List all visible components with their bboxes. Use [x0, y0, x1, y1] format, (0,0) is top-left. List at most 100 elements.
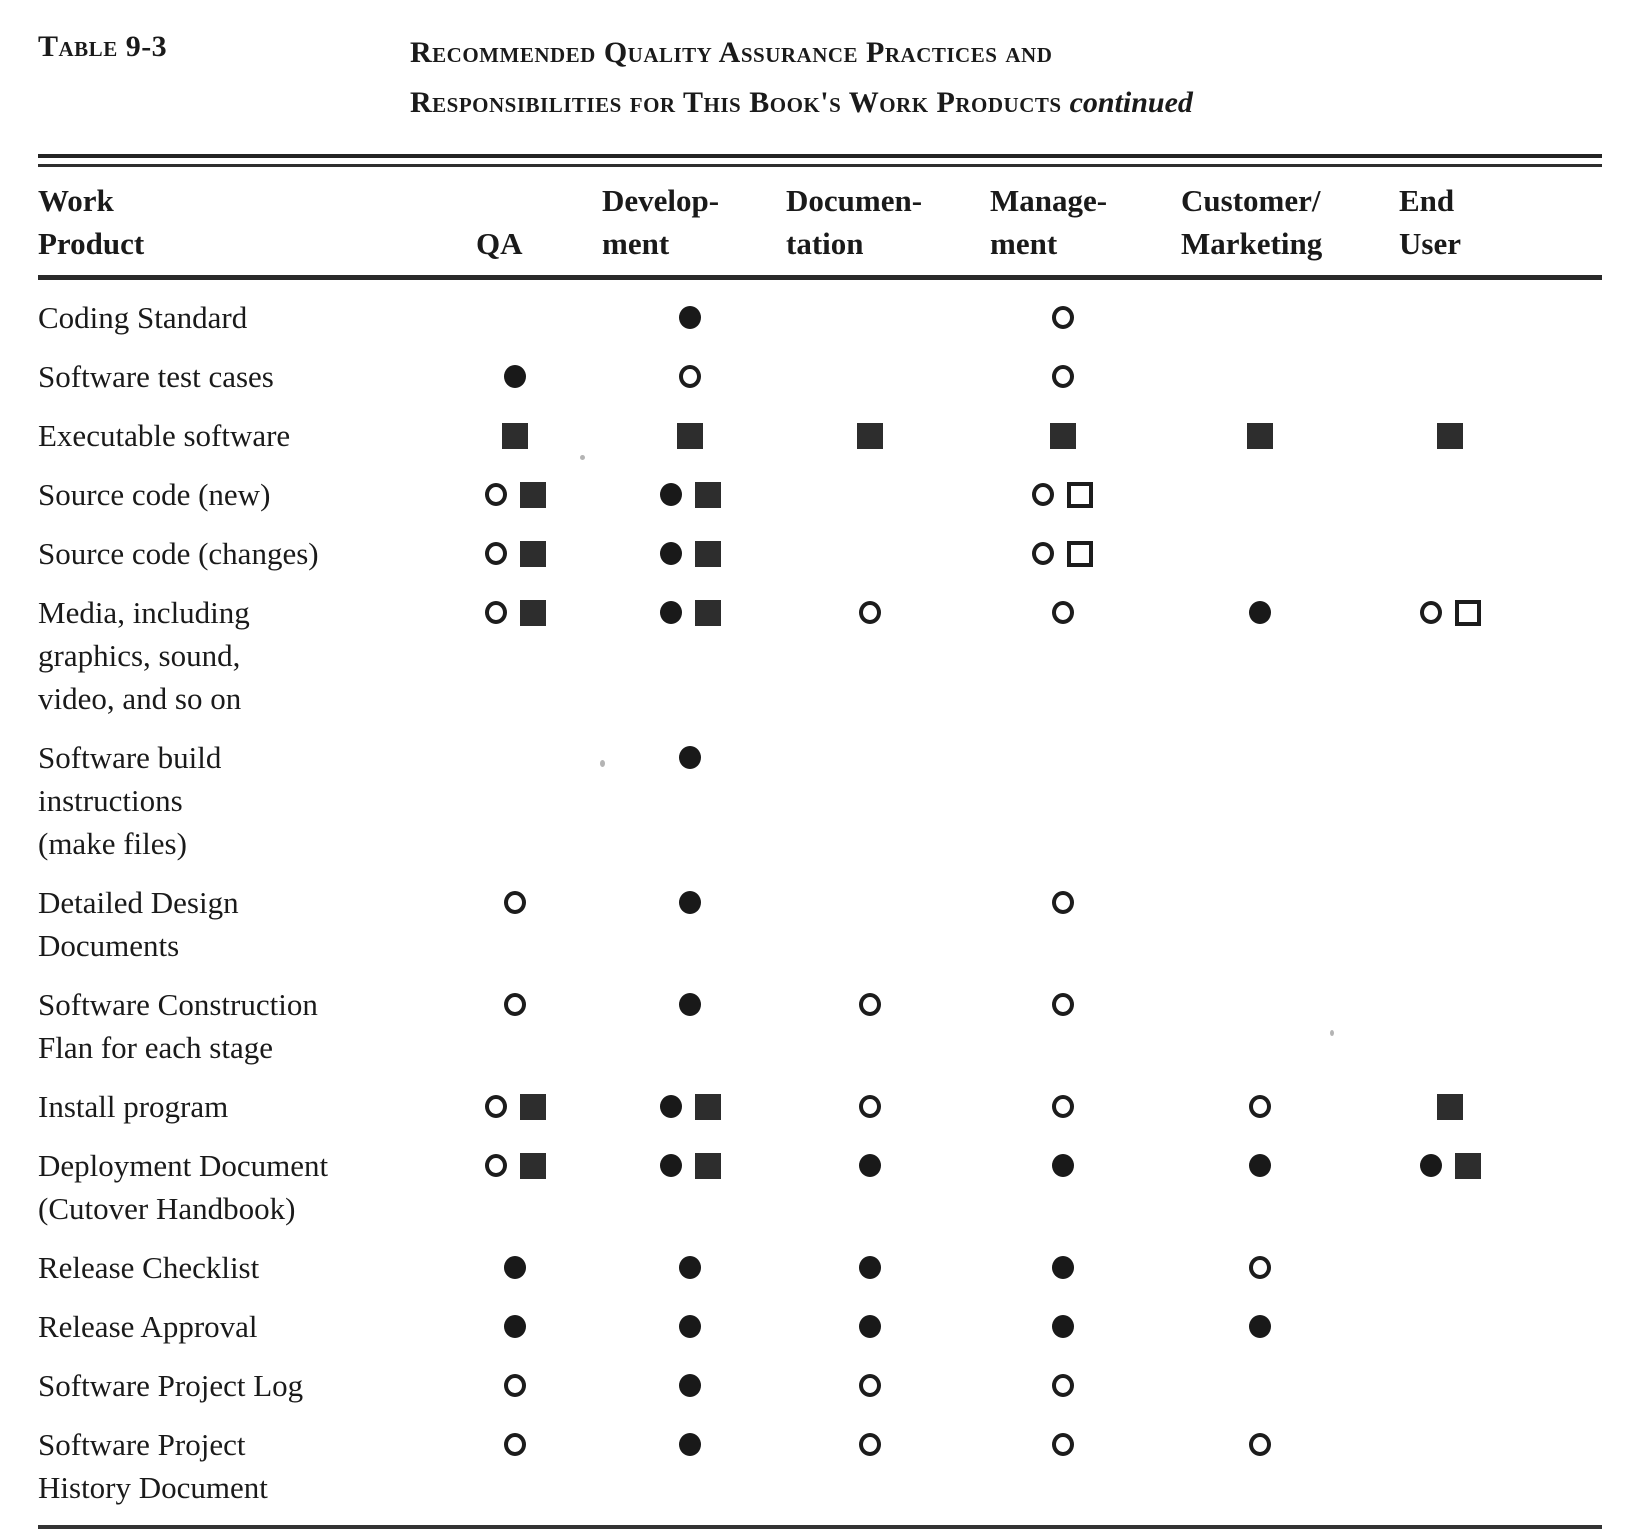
- symbol-cell-development: [600, 532, 780, 575]
- col-header-customer-marketing: Customer/ Marketing: [1181, 183, 1323, 261]
- open-circle-icon: [504, 891, 526, 914]
- symbol-cell-management: [960, 532, 1165, 575]
- open-circle-icon: [1032, 542, 1054, 565]
- symbol-cell-development: [600, 1305, 780, 1348]
- symbol-cell-qa: [430, 1246, 600, 1289]
- filled-square-icon: [694, 599, 721, 626]
- table-row: Coding Standard: [38, 296, 1602, 339]
- work-product-cell: Software Project Log: [38, 1364, 430, 1407]
- col-header-management: Manage- ment: [990, 183, 1108, 261]
- table-number-label: Table 9-3: [38, 30, 168, 63]
- work-product-line: Release Approval: [38, 1309, 258, 1344]
- work-product-cell: Software test cases: [38, 355, 430, 398]
- symbol-cell-qa: [430, 1305, 600, 1348]
- table-row: Software Project Log: [38, 1364, 1602, 1407]
- filled-circle-icon: [659, 483, 682, 506]
- symbol-cell-customer_marketing: [1165, 532, 1355, 575]
- work-product-line: instructions: [38, 783, 183, 818]
- symbol-cell-documentation: [780, 532, 960, 575]
- filled-circle-icon: [504, 1256, 526, 1279]
- symbol-cell-management: [960, 881, 1165, 924]
- symbol-cell-documentation: [780, 296, 960, 339]
- table-row: Deployment Document (Cutover Handbook): [38, 1144, 1602, 1230]
- filled-square-icon: [694, 481, 721, 508]
- open-circle-icon: [859, 1095, 881, 1118]
- symbol-cell-development: [600, 355, 780, 398]
- filled-square-icon: [1049, 422, 1076, 449]
- symbol-cell-development: [600, 1364, 780, 1407]
- symbol-cell-management: [960, 591, 1165, 634]
- symbol-cell-management: [960, 736, 1165, 779]
- symbol-cell-documentation: [780, 1144, 960, 1187]
- work-product-line: Software test cases: [38, 359, 274, 394]
- table-row: Release Approval: [38, 1305, 1602, 1348]
- symbol-cell-management: [960, 473, 1165, 516]
- symbol-cell-qa: [430, 1364, 600, 1407]
- filled-circle-icon: [1051, 1315, 1074, 1338]
- symbol-cell-documentation: [780, 1364, 960, 1407]
- symbol-cell-end_user: [1355, 1085, 1545, 1128]
- symbol-cell-qa: [430, 1423, 600, 1466]
- work-product-line: Release Checklist: [38, 1250, 260, 1285]
- table-row: Software Construction Flan for each stage: [38, 983, 1602, 1069]
- symbol-cell-qa: [430, 532, 600, 575]
- col-header-development: Develop- ment: [602, 183, 720, 261]
- filled-square-icon: [519, 481, 546, 508]
- filled-square-icon: [677, 422, 703, 449]
- symbol-cell-development: [600, 414, 780, 457]
- symbol-cell-development: [600, 296, 780, 339]
- symbol-cell-qa: [430, 736, 600, 779]
- filled-circle-icon: [1419, 1154, 1442, 1177]
- filled-square-icon: [1437, 422, 1463, 449]
- work-product-line: Detailed Design: [38, 885, 239, 920]
- symbol-cell-qa: [430, 1085, 600, 1128]
- symbol-cell-end_user: [1355, 532, 1545, 575]
- open-circle-icon: [1051, 601, 1074, 624]
- table-row: Media, including graphics, sound, video, a…: [38, 591, 1602, 720]
- symbol-cell-development: [600, 1085, 780, 1128]
- header-rule: [38, 275, 1602, 280]
- work-product-cell: Source code (new): [38, 473, 430, 516]
- symbol-cell-development: [600, 1144, 780, 1187]
- work-product-line: Software build: [38, 740, 222, 775]
- table-row: Software test cases: [38, 355, 1602, 398]
- symbol-cell-management: [960, 1085, 1165, 1128]
- symbol-cell-management: [960, 414, 1165, 457]
- symbol-cell-management: [960, 1423, 1165, 1466]
- open-circle-icon: [1051, 1095, 1074, 1118]
- symbol-cell-customer_marketing: [1165, 983, 1355, 1026]
- symbol-cell-qa: [430, 881, 600, 924]
- symbol-cell-end_user: [1355, 355, 1545, 398]
- symbol-cell-end_user: [1355, 1364, 1545, 1407]
- table-title-line2: Responsibilities for This Book's Work Pr…: [410, 86, 1193, 119]
- work-product-cell: Software Project History Document: [38, 1423, 430, 1509]
- open-circle-icon: [484, 1095, 507, 1118]
- filled-square-icon: [694, 540, 721, 567]
- symbol-cell-development: [600, 881, 780, 924]
- symbol-cell-customer_marketing: [1165, 355, 1355, 398]
- open-square-icon: [1067, 481, 1093, 508]
- table-row: Software build instructions (make files): [38, 736, 1602, 865]
- filled-circle-icon: [859, 1154, 881, 1177]
- filled-square-icon: [857, 422, 883, 449]
- filled-circle-icon: [679, 1433, 701, 1456]
- open-circle-icon: [484, 1154, 507, 1177]
- symbol-cell-end_user: [1355, 881, 1545, 924]
- work-product-cell: Release Approval: [38, 1305, 430, 1348]
- symbol-cell-development: [600, 473, 780, 516]
- open-circle-icon: [1051, 891, 1074, 914]
- filled-square-icon: [519, 1093, 546, 1120]
- scan-speck: [1330, 1030, 1334, 1036]
- filled-circle-icon: [679, 746, 701, 769]
- work-product-line: Software Construction: [38, 987, 318, 1022]
- filled-circle-icon: [659, 1154, 682, 1177]
- work-product-line: Software Project: [38, 1427, 246, 1462]
- filled-square-icon: [519, 1152, 546, 1179]
- work-product-line: video, and so on: [38, 681, 242, 716]
- symbol-cell-customer_marketing: [1165, 1085, 1355, 1128]
- col-header-end-user: End User: [1399, 183, 1461, 261]
- work-product-line: Source code (new): [38, 477, 271, 512]
- table-row: Release Checklist: [38, 1246, 1602, 1289]
- work-product-cell: Detailed Design Documents: [38, 881, 430, 967]
